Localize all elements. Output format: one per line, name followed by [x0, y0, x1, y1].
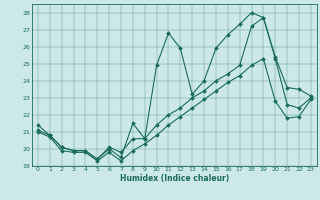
X-axis label: Humidex (Indice chaleur): Humidex (Indice chaleur) — [120, 174, 229, 183]
